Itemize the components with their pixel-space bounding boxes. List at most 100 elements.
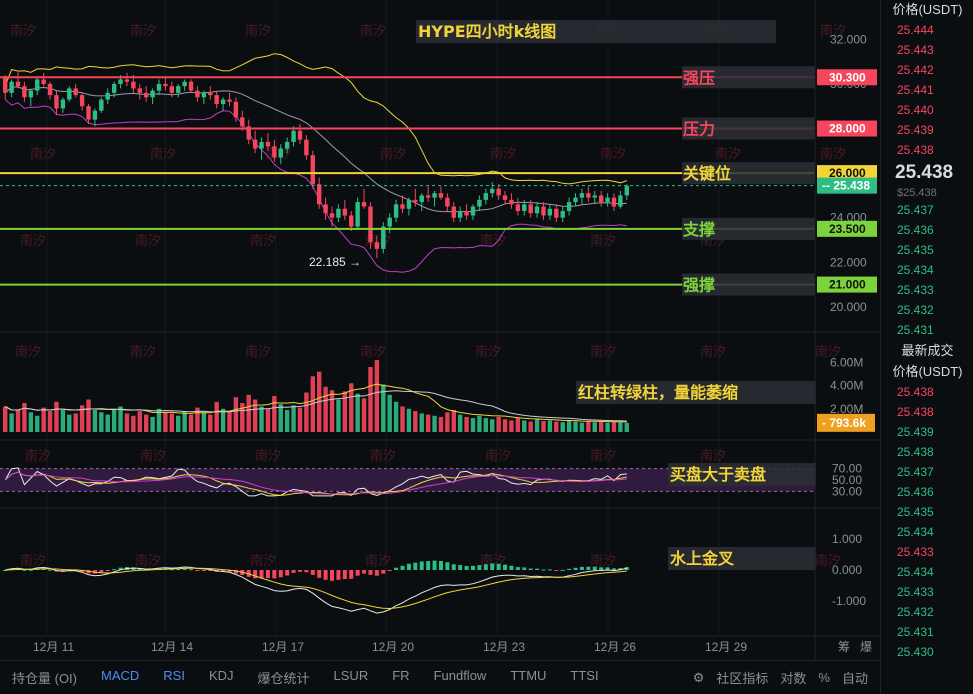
bid-row[interactable]: 25.435 — [897, 243, 934, 257]
indicator-tab[interactable]: TTSI — [570, 668, 599, 683]
candle-body — [470, 206, 476, 216]
watermark-text: 南汐 — [820, 146, 846, 162]
bid-row[interactable]: 25.431 — [897, 323, 934, 337]
macd-histogram-bar — [278, 570, 283, 578]
price-tick-label: 32.000 — [830, 32, 867, 46]
indicator-tab[interactable]: 持仓量 (OI) — [12, 671, 77, 686]
last-price-label: -- 25.438 — [822, 179, 870, 193]
community-indicator-icon[interactable]: ⚙ — [692, 669, 705, 685]
indicator-tab[interactable]: 爆仓统计 — [257, 671, 310, 686]
bid-row[interactable]: 25.437 — [897, 203, 934, 217]
candle-body — [67, 88, 72, 100]
indicator-tab[interactable]: MACD — [101, 668, 140, 683]
candle-body — [124, 79, 130, 82]
rsi-tick-label: 30.00 — [832, 484, 862, 498]
candle-body — [361, 202, 367, 207]
volume-bar — [156, 408, 162, 432]
volume-bar — [22, 403, 27, 432]
candle-body — [240, 117, 245, 127]
volume-bar — [15, 409, 21, 432]
candle-body — [496, 188, 501, 196]
volume-annotation-bg — [576, 381, 816, 404]
bid-row[interactable]: 25.432 — [897, 303, 934, 317]
level-price-tag — [817, 69, 877, 86]
rsi-ma-line — [4, 471, 627, 496]
volume-tick-label: 6.00M — [830, 355, 863, 369]
volume-bar — [176, 415, 181, 432]
candle-body — [105, 92, 110, 100]
indicator-tab[interactable]: Fundflow — [433, 668, 487, 683]
bid-row[interactable]: 25.434 — [897, 263, 934, 277]
chart-area[interactable]: 南汐 南汐 南汐 南汐 南汐 南汐 南汐 南汐 南汐 南汐 南汐 南汐 南汐 南汐 南汐 南汐 南汐 南汐 南汐 南汐… — [0, 0, 880, 660]
volume-bar — [534, 419, 540, 432]
community-indicator-button[interactable]: 社区指标 — [716, 671, 769, 686]
candle-body — [560, 211, 565, 218]
indicator-tab[interactable]: KDJ — [208, 668, 234, 683]
volume-bar — [150, 416, 155, 432]
indicator-tab[interactable]: LSUR — [333, 668, 369, 683]
trade-row: 25.435 — [897, 505, 934, 519]
candle-body — [592, 195, 597, 198]
candle-body — [28, 90, 34, 98]
log-scale-toggle[interactable]: 对数 — [780, 671, 807, 686]
macd-histogram-bar — [426, 561, 431, 570]
rsi-tick-label: 70.00 — [832, 462, 862, 476]
ask-row[interactable]: 25.438 — [897, 143, 934, 157]
volume-ma2-line — [4, 390, 627, 422]
date-tick-label: 12月 14 — [151, 640, 193, 654]
ask-row[interactable]: 25.440 — [897, 103, 934, 117]
volume-last-tag — [817, 413, 875, 432]
date-tick-label: 12月 17 — [262, 640, 304, 654]
candle-body — [528, 204, 533, 214]
macd-histogram-bar — [579, 566, 584, 570]
volume-bar — [272, 396, 277, 432]
macd-histogram-bar — [330, 570, 335, 581]
indicator-tab[interactable]: RSI — [163, 668, 185, 683]
volume-bar — [67, 414, 72, 432]
watermark-text: 南汐 — [255, 448, 281, 464]
ask-row[interactable]: 25.443 — [897, 43, 934, 57]
candle-body — [188, 81, 194, 91]
indicator-tab[interactable]: FR — [392, 668, 410, 683]
level-price-label: 30.300 — [829, 70, 866, 84]
macd-histogram-bar — [567, 568, 572, 570]
volume-bar — [522, 420, 527, 432]
percent-scale-toggle[interactable]: % — [818, 670, 830, 685]
auto-scale-toggle[interactable]: 自动 — [841, 671, 868, 686]
macd-histogram-bar — [253, 570, 258, 579]
candle-body — [490, 188, 495, 194]
macd-annotation-bg — [668, 547, 816, 570]
watermark-text: 南汐 — [130, 23, 156, 39]
ask-row[interactable]: 25.444 — [897, 23, 934, 37]
volume-bar — [368, 367, 373, 432]
volume-bar — [73, 413, 78, 432]
macd-histogram-bar — [201, 570, 206, 571]
volume-bar — [470, 418, 476, 432]
bid-row[interactable]: 25.436 — [897, 223, 934, 237]
watermark-text: 南汐 — [265, 146, 291, 162]
date-tick-label: 12月 29 — [705, 640, 747, 654]
watermark-text: 南汐 — [700, 344, 726, 360]
trades-list: 25.438 25.438 25.439 25.438 25.437 25.436 25.4… — [881, 382, 973, 662]
volume-bar — [477, 415, 482, 432]
ask-row[interactable]: 25.439 — [897, 123, 934, 137]
candle-body — [336, 208, 341, 218]
macd-annotation: 水上金叉 — [670, 549, 735, 568]
ask-row[interactable]: 25.442 — [897, 63, 934, 77]
macd-histogram-bar — [438, 560, 443, 570]
ask-row[interactable]: 25.441 — [897, 83, 934, 97]
candle-body — [297, 130, 303, 140]
macd-histogram-bar — [413, 562, 418, 570]
volume-bar — [464, 416, 469, 432]
trades-title[interactable]: 最新成交 — [901, 343, 954, 358]
candle-body — [22, 86, 27, 98]
indicator-tab[interactable]: TTMU — [510, 668, 547, 683]
bid-row[interactable]: 25.433 — [897, 283, 934, 297]
candle-body — [304, 139, 309, 156]
trade-row: 25.431 — [897, 625, 934, 639]
level-price-tag — [817, 120, 877, 137]
macd-histogram-bar — [387, 570, 392, 571]
candle-body — [182, 81, 187, 87]
watermark-text: 南汐 — [360, 344, 386, 360]
